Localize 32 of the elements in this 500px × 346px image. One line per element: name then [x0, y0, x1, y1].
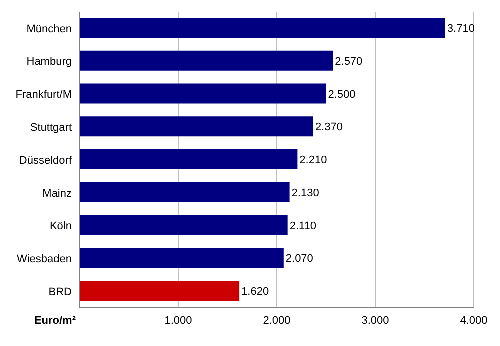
data-label: 2.570	[335, 56, 363, 68]
bar	[80, 182, 290, 202]
bar	[80, 150, 298, 170]
y-tick-label: BRD	[48, 286, 72, 298]
bar	[80, 248, 284, 268]
x-tick-label: 4.000	[460, 314, 488, 327]
y-tick-label: München	[26, 23, 72, 36]
bar	[80, 18, 446, 38]
y-tick-label: Stuttgart	[30, 122, 72, 134]
data-label: 2.110	[290, 220, 317, 232]
x-tick-label: 1.000	[164, 314, 192, 327]
data-label: 2.500	[328, 88, 356, 101]
data-label: 1.620	[242, 286, 270, 298]
data-label: 2.130	[292, 187, 320, 200]
bar	[80, 116, 314, 137]
bar	[80, 215, 288, 236]
y-tick-label: Düsseldorf	[19, 154, 73, 167]
bar	[80, 84, 326, 104]
y-tick-label: Mainz	[42, 188, 72, 200]
y-tick-label: Hamburg	[26, 56, 72, 68]
y-tick-label: Frankfurt/M	[16, 89, 72, 102]
y-tick-label: Wiesbaden	[16, 254, 72, 266]
y-tick-label: Köln	[50, 220, 72, 233]
bar	[80, 50, 334, 71]
data-label: 2.210	[300, 154, 328, 167]
x-tick-label: 2.000	[263, 314, 291, 327]
bar	[80, 281, 240, 302]
data-label: 2.070	[286, 253, 314, 266]
data-label: 3.710	[447, 23, 475, 35]
x-tick-label: 3.000	[362, 314, 390, 327]
x-axis-title: Euro/m²	[34, 315, 76, 327]
data-label: 2.370	[315, 122, 343, 134]
